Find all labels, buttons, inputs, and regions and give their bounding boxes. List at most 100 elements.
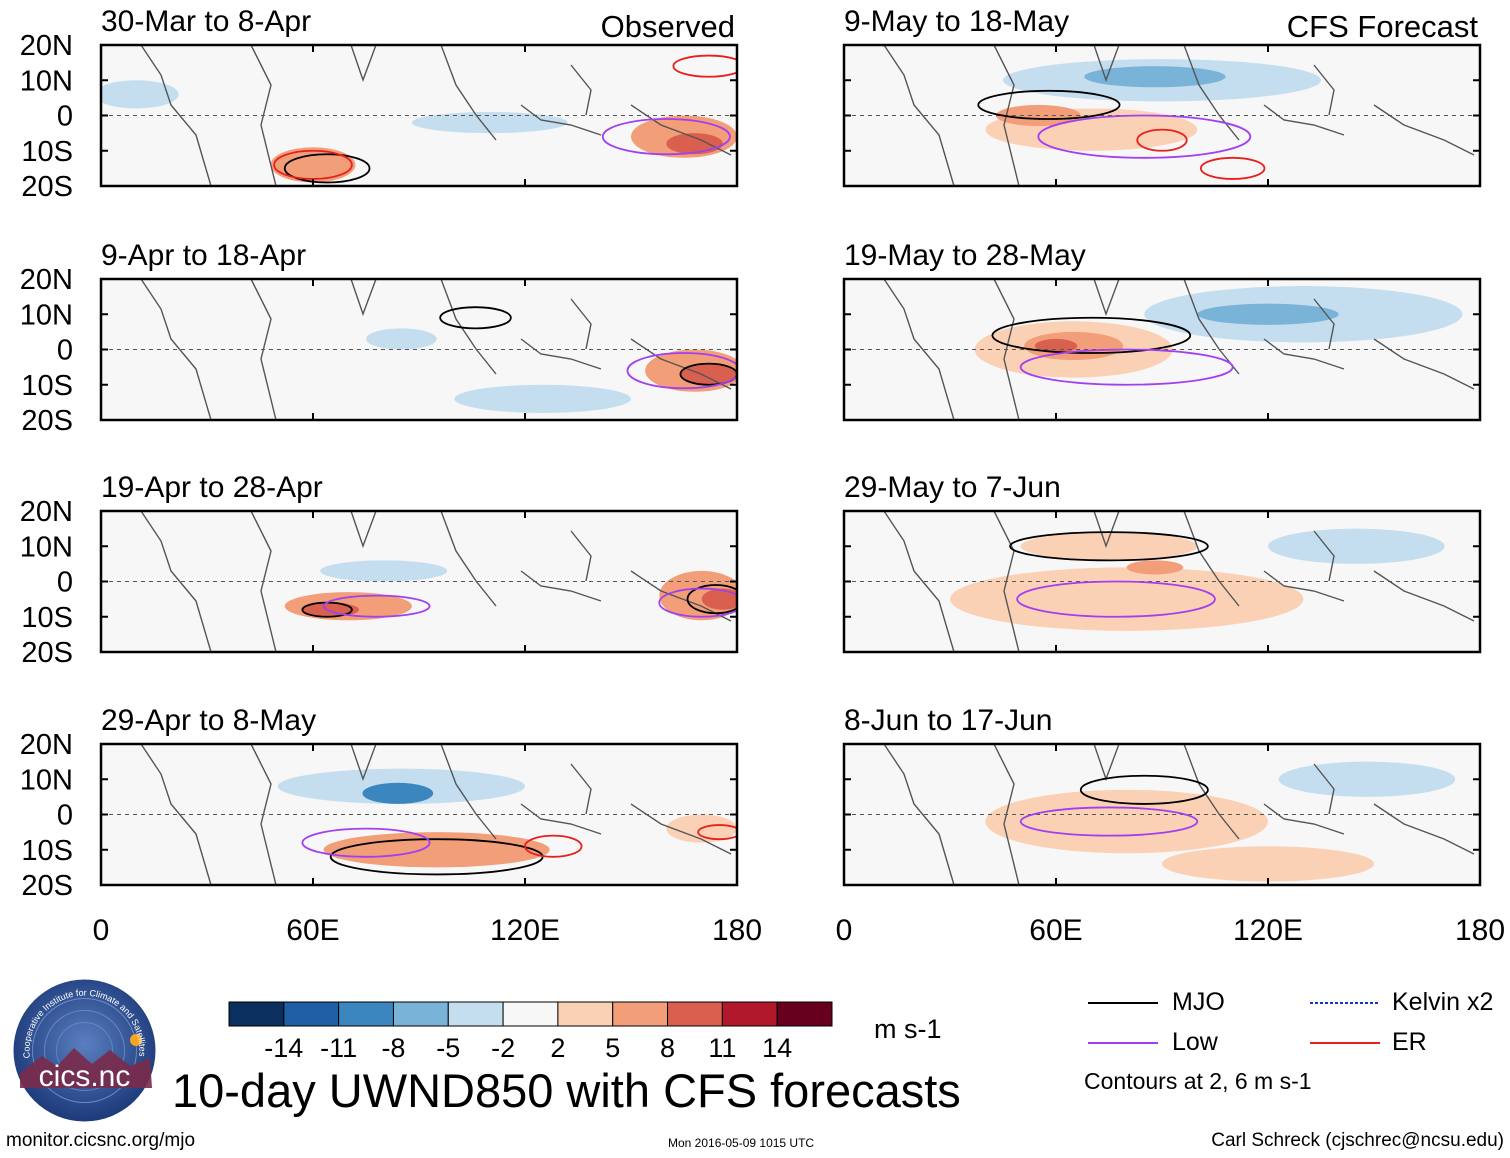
coastline-obs3-1 — [250, 511, 277, 652]
colorbar-swatch-6 — [557, 1001, 614, 1027]
coastline-fc3-0 — [883, 511, 955, 652]
anomaly-blob-fc3-2 — [1126, 560, 1184, 575]
contour-mjo-fc2-0 — [991, 316, 1192, 354]
colorbar-tick-6: 5 — [605, 1033, 620, 1063]
coastline-fc2-2 — [1093, 279, 1120, 317]
coastline-fc1-0 — [883, 45, 955, 186]
anomaly-blob-obs3-4 — [320, 560, 448, 582]
coastline-obs4-3 — [440, 744, 497, 840]
y-tick-label-obs3-2: 0 — [57, 567, 73, 599]
coastline-fc1-4 — [1263, 104, 1345, 136]
y-tick-label-obs3-1: 10N — [20, 531, 73, 563]
legend-label-low: Low — [1172, 1028, 1218, 1056]
panel-label-fc1: 9-May to 18-May — [844, 5, 1069, 38]
contour-er-obs1-3 — [672, 54, 737, 78]
coastline-fc2-4 — [1263, 338, 1345, 370]
coastline-fc1-5 — [1313, 64, 1335, 116]
colorbar-swatch-1 — [283, 1001, 340, 1027]
y-tick-label-obs4-3: 10S — [21, 835, 73, 867]
colorbar-tick-0: -14 — [264, 1033, 303, 1063]
coastline-obs1-1 — [250, 45, 277, 186]
coastline-fc3-2 — [1093, 511, 1120, 549]
coastline-fc4-0 — [883, 744, 955, 885]
x-tick-label-observed-2: 120E — [490, 914, 560, 947]
panel-label-obs3: 19-Apr to 28-Apr — [101, 471, 323, 504]
anomaly-blob-obs3-3 — [701, 588, 737, 610]
contour-low-obs4-1 — [301, 827, 431, 858]
column-label-observed: Observed — [601, 9, 735, 44]
y-tick-label-obs2-1: 10N — [20, 299, 73, 331]
contour-mjo-obs2-1 — [679, 362, 737, 386]
anomaly-blob-fc2-1 — [1197, 303, 1339, 325]
coastline-obs2-4 — [520, 338, 602, 370]
colorbar-tick-3: -5 — [436, 1033, 460, 1063]
panel-label-obs4: 29-Apr to 8-May — [101, 704, 316, 737]
contour-mjo-obs2-0 — [439, 306, 512, 330]
contour-er-fc1-2 — [1136, 128, 1188, 152]
coastline-obs4-2 — [350, 744, 377, 782]
coastline-fc4-4 — [1263, 803, 1345, 835]
coastline-obs3-0 — [140, 511, 212, 652]
contour-low-obs3-2 — [322, 594, 431, 618]
coastline-fc3-4 — [1263, 570, 1345, 602]
coastline-fc4-1 — [993, 744, 1020, 885]
legend-label-kelvin: Kelvin x2 — [1392, 988, 1494, 1016]
colorbar-tick-4: -2 — [491, 1033, 515, 1063]
coastline-obs2-5 — [570, 298, 592, 350]
y-tick-label-obs4-2: 0 — [57, 800, 73, 832]
footer-url[interactable]: monitor.cicsnc.org/mjo — [6, 1130, 196, 1151]
coastline-obs4-4 — [520, 803, 602, 835]
colorbar-tick-1: -11 — [320, 1033, 357, 1063]
y-tick-label-obs1-4: 20S — [21, 171, 73, 203]
coastline-obs1-4 — [520, 104, 602, 136]
coastline-obs2-3 — [440, 279, 497, 375]
x-tick-label-forecast-3: 180 — [1455, 914, 1505, 947]
anomaly-blob-obs1-1 — [270, 147, 356, 183]
panel-fc2: 19-May to 28-May — [842, 239, 1482, 422]
contour-low-obs1-1 — [601, 118, 731, 156]
coastline-obs1-0 — [140, 45, 212, 186]
colorbar-swatch-0 — [228, 1001, 285, 1027]
contour-low-fc1-1 — [1037, 114, 1252, 159]
x-tick-label-observed-3: 180 — [712, 914, 762, 947]
panel-fc4: 8-Jun to 17-Jun — [842, 704, 1482, 887]
coastline-obs2-1 — [250, 279, 277, 420]
anomaly-blob-obs1-4 — [101, 80, 179, 109]
coastline-fc1-2 — [1093, 45, 1120, 83]
coastline-fc3-3 — [1183, 511, 1240, 607]
y-tick-label-obs4-4: 20S — [21, 870, 73, 902]
y-tick-label-obs1-3: 10S — [21, 136, 73, 168]
contour-mjo-fc4-0 — [1079, 774, 1209, 805]
coastline-fc2-5 — [1313, 298, 1335, 350]
colorbar-swatch-4 — [447, 1001, 504, 1027]
x-tick-label-forecast-2: 120E — [1233, 914, 1303, 947]
anomaly-blob-obs2-3 — [454, 384, 631, 413]
colorbar-swatch-5 — [502, 1001, 559, 1027]
y-tick-label-obs2-3: 10S — [21, 370, 73, 402]
contour-low-fc2-1 — [1019, 348, 1234, 386]
coastline-obs2-2 — [350, 279, 377, 317]
anomaly-blob-obs1-0 — [411, 111, 568, 134]
anomaly-blob-obs2-2 — [680, 363, 737, 385]
coastline-fc4-3 — [1183, 744, 1240, 840]
coastline-fc2-0 — [883, 279, 955, 420]
panel-fc3: 29-May to 7-Jun — [842, 471, 1482, 654]
contour-er-obs4-2 — [524, 834, 583, 858]
coastline-fc3-5 — [1313, 530, 1335, 582]
contour-er-obs1-2 — [273, 149, 353, 180]
coastline-obs3-5 — [570, 530, 592, 582]
coastline-obs4-0 — [140, 744, 212, 885]
anomaly-blob-fc4-0 — [985, 789, 1268, 854]
y-tick-label-obs3-0: 20N — [20, 496, 73, 528]
colorbar-swatch-3 — [392, 1001, 449, 1027]
panel-label-fc4: 8-Jun to 17-Jun — [844, 704, 1052, 737]
y-tick-label-obs2-0: 20N — [20, 264, 73, 296]
coastline-fc1-3 — [1183, 45, 1240, 141]
column-label-forecast: CFS Forecast — [1287, 9, 1479, 44]
contour-er-fc1-3 — [1199, 156, 1266, 180]
coastline-fc4-5 — [1313, 763, 1335, 815]
